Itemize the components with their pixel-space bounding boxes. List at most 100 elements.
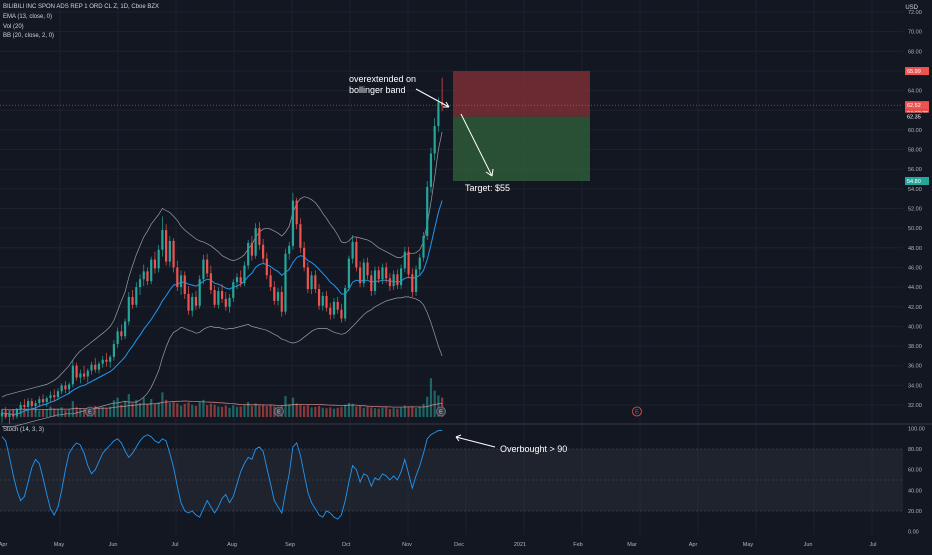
earnings-icon [436,406,446,417]
volume-bar [112,400,115,417]
candle-body [355,241,358,268]
candle-body [109,356,112,362]
ema-line [1,200,443,416]
price-tick-label: 50.00 [908,226,922,232]
volume-bar [392,408,395,417]
price-badge-label: 62.35 [907,115,921,121]
candle-body [276,292,280,301]
candle-body [336,301,339,310]
candle-body [232,282,235,298]
stoch-tick-label: 80.00 [908,447,922,453]
candle-body [19,405,22,410]
volume-bar [161,392,164,417]
volume-bar [306,405,309,417]
candle-body [366,262,369,276]
ema-legend[interactable]: EMA (13, close, 0) [3,14,53,20]
candle-body [403,251,406,269]
volume-bar [142,397,145,417]
volume-bar [131,403,134,417]
candle-body [68,384,71,390]
annotation-overbought: Overbought > 90 [500,444,567,454]
volume-bar [228,407,231,417]
volume-bar [146,404,149,417]
volume-bar [168,402,171,417]
candle-body [194,296,198,306]
candles [0,77,444,424]
candle-body [284,253,287,312]
vol-legend[interactable]: Vol (20) [3,24,24,30]
volume-bar [411,406,414,417]
candle-body [291,200,295,246]
time-tick-label: Sep [285,542,295,548]
volume-bar [291,397,295,417]
candle-body [400,268,403,286]
volume-bar [329,407,332,417]
volume-bar [213,404,216,417]
candle-body [265,258,268,276]
volume-series [0,378,444,417]
price-tick-label: 70.00 [908,30,922,36]
price-tick-label: 72.00 [908,10,922,16]
candle-body [422,236,425,258]
time-tick-label: Mar [627,542,637,548]
price-tick-label: 58.00 [908,148,922,154]
candle-body [351,241,354,259]
currency-label[interactable]: USD [905,5,918,11]
bb-upper-line [1,131,443,398]
price-badge-bg [905,176,929,185]
candle-body [23,405,26,407]
volume-bar [418,406,421,417]
candle-body [187,293,190,311]
stoch-legend[interactable]: Stoch (14, 3, 3) [3,427,45,433]
candle-body [429,153,433,187]
candle-body [116,331,119,345]
candle-body [325,295,328,308]
volume-bar [239,406,242,417]
candle-body [12,413,15,416]
price-tick-label: 54.00 [908,187,922,193]
candle-body [310,275,313,290]
candle-body [392,274,395,287]
earnings-label: E [88,410,92,416]
earnings-label: E [635,410,639,416]
volume-bar [269,405,272,417]
time-tick-label: May [54,542,65,548]
bb-legend[interactable]: BB (20, close, 2, 0) [3,33,55,39]
candle-body [49,395,52,399]
price-tick-label: 38.00 [908,344,922,350]
time-tick-label: 2021 [514,542,526,548]
stoch-k-line [1,430,443,520]
time-tick-label: Jun [109,542,118,548]
volume-bar [344,404,347,417]
stoch-tick-label: 40.00 [908,488,922,494]
target-arrowhead [485,168,494,177]
candle-body [340,309,343,319]
earnings-label: E [439,410,443,416]
candle-body [347,258,350,289]
volume-ma-line [1,400,443,411]
candle-body [165,230,168,262]
price-badge: 65.99 [905,67,929,76]
candle-body [202,259,205,280]
price-badge-bg [905,101,929,110]
earnings-label: E [277,410,281,416]
candle-body [146,271,149,282]
candle-body [411,274,414,293]
price-tick-label: 68.00 [908,49,922,55]
candle-body [224,298,227,307]
volume-bar [23,409,26,417]
time-tick-label: Dec [454,542,464,548]
candle-body [120,331,123,337]
time-axis: Apr May Jun Jul Aug Sep Oct Nov Dec 2021 Feb Mar Apr… [0,542,877,548]
stop-loss-zone [453,71,590,117]
volume-bar [400,407,403,417]
candle-body [280,292,283,312]
candle-body [295,200,298,225]
candle-body [433,125,436,154]
candle-body [414,269,418,293]
volume-bar [325,408,328,417]
volume-bar [150,398,153,417]
candle-body [53,395,56,398]
